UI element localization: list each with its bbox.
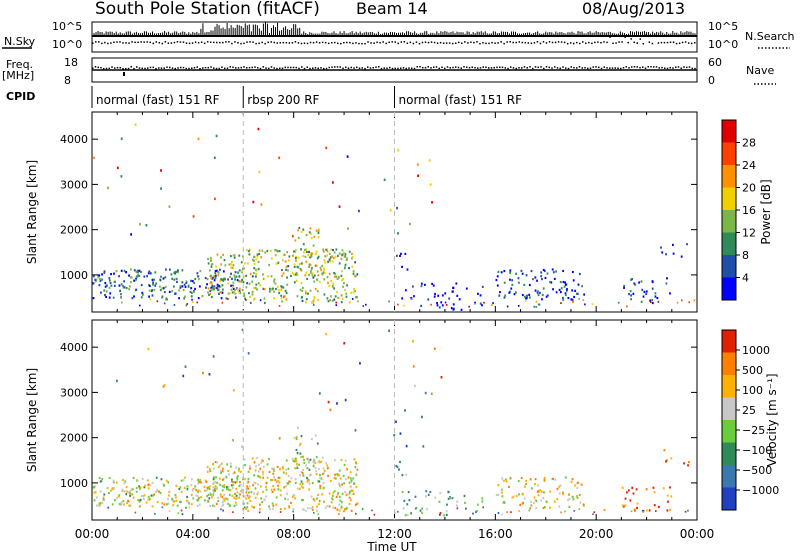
colorbar-tick-label: 20 bbox=[742, 182, 756, 195]
freq-panel bbox=[91, 57, 698, 83]
velocity-scatter bbox=[92, 328, 690, 517]
colorbar-swatch bbox=[722, 255, 736, 278]
xlabel: Time UT bbox=[366, 540, 417, 554]
colorbar-swatch bbox=[722, 277, 736, 301]
colorbar-swatch bbox=[722, 330, 736, 353]
colorbar-swatch bbox=[722, 165, 736, 188]
cpid-segment-label: normal (fast) 151 RF bbox=[96, 93, 220, 107]
colorbar-swatch bbox=[722, 397, 736, 421]
colorbar-swatch bbox=[722, 487, 736, 511]
colorbar-tick-label: 4 bbox=[742, 272, 749, 285]
colorbar-swatch bbox=[722, 210, 736, 233]
velocity-ylabel: Slant Range [km] bbox=[25, 368, 39, 472]
colorbar-tick-label: 500 bbox=[742, 364, 763, 377]
station-title: South Pole Station (fitACF) bbox=[95, 0, 320, 19]
nave-tick-top: 60 bbox=[708, 56, 722, 69]
nsearch-label: N.Search bbox=[745, 30, 795, 43]
colorbar-tick-label: 16 bbox=[742, 204, 756, 217]
power-colorbar: 28 24 20 16 12 8 4 bbox=[721, 119, 756, 301]
colorbar-tick-label: −1000 bbox=[742, 484, 779, 497]
freq-tick-top: 18 bbox=[64, 56, 78, 69]
freq-unit: [MHz] bbox=[2, 69, 34, 82]
velocity-colorbar: 1000 500 100 25 −25 −100 −500 −1000 bbox=[721, 329, 779, 511]
y-tick-label: 3000 bbox=[60, 386, 88, 399]
y-tick-label: 1000 bbox=[60, 477, 88, 490]
power-ylabel: Slant Range [km] bbox=[25, 160, 39, 264]
freq-label: Freq. bbox=[6, 58, 33, 71]
colorbar-tick-label: 100 bbox=[742, 384, 763, 397]
colorbar-swatch bbox=[722, 375, 736, 398]
x-tick-label: 04:00 bbox=[176, 527, 211, 541]
x-tick-label: 00:00 bbox=[680, 527, 715, 541]
cpid-segment-label: normal (fast) 151 RF bbox=[399, 93, 523, 107]
colorbar-swatch bbox=[722, 465, 736, 488]
vel-cbar-label: Velocity [m s⁻¹] bbox=[765, 373, 779, 466]
y-tick-label: 2000 bbox=[60, 224, 88, 237]
nave-label: Nave bbox=[746, 64, 774, 77]
x-tick-label: 08:00 bbox=[276, 527, 311, 541]
nsky-tick-top: 10^5 bbox=[52, 20, 82, 33]
colorbar-tick-label: −500 bbox=[742, 464, 772, 477]
colorbar-tick-label: −25 bbox=[742, 424, 765, 437]
power-x-ticks bbox=[91, 112, 698, 312]
colorbar-tick-label: 12 bbox=[742, 227, 756, 240]
colorbar-tick-label: 25 bbox=[742, 404, 756, 417]
nsky-tick-bottom: 10^0 bbox=[52, 38, 82, 51]
nsky-panel bbox=[91, 21, 698, 53]
nsearch-tick-top: 10^5 bbox=[708, 20, 738, 33]
x-tick-label: 20:00 bbox=[579, 527, 614, 541]
y-tick-label: 1000 bbox=[60, 269, 88, 282]
cpid-segment-label: rbsp 200 RF bbox=[247, 93, 319, 107]
velocity-y-axis: 1000 2000 3000 4000 bbox=[60, 341, 697, 490]
power-y-axis: 1000 2000 3000 4000 bbox=[60, 133, 697, 282]
colorbar-swatch bbox=[722, 442, 736, 466]
colorbar-swatch bbox=[722, 120, 736, 143]
power-cbar-label: Power [dB] bbox=[759, 179, 773, 244]
power-scatter bbox=[92, 123, 696, 311]
colorbar-tick-label: 28 bbox=[742, 137, 756, 150]
colorbar-tick-label: 8 bbox=[742, 249, 749, 262]
nsearch-tick-bottom: 10^0 bbox=[708, 38, 738, 51]
colorbar-swatch bbox=[722, 142, 736, 166]
nsky-label: N.Sky bbox=[4, 35, 36, 48]
y-tick-label: 4000 bbox=[60, 133, 88, 146]
y-tick-label: 3000 bbox=[60, 178, 88, 191]
velocity-x-ticks bbox=[91, 320, 698, 520]
beam-title: Beam 14 bbox=[356, 0, 428, 18]
x-tick-label: 16:00 bbox=[478, 527, 513, 541]
colorbar-tick-label: 1000 bbox=[742, 344, 770, 357]
date-title: 08/Aug/2013 bbox=[582, 0, 685, 18]
x-tick-label: 12:00 bbox=[377, 527, 412, 541]
colorbar-swatch bbox=[722, 420, 736, 443]
time-axis-labels: 00:00 04:00 08:00 12:00 16:00 20:00 00:00 bbox=[75, 527, 715, 541]
cpid-label: CPID bbox=[6, 90, 35, 103]
y-tick-label: 2000 bbox=[60, 432, 88, 445]
y-tick-label: 4000 bbox=[60, 341, 88, 354]
colorbar-swatch bbox=[722, 232, 736, 256]
colorbar-tick-label: −100 bbox=[742, 444, 772, 457]
colorbar-swatch bbox=[722, 352, 736, 376]
nave-tick-bottom: 0 bbox=[708, 74, 715, 87]
colorbar-tick-label: 24 bbox=[742, 159, 756, 172]
freq-tick-bottom: 8 bbox=[64, 74, 71, 87]
x-tick-label: 00:00 bbox=[75, 527, 110, 541]
colorbar-swatch bbox=[722, 187, 736, 211]
cpid-segments: normal (fast) 151 RF rbsp 200 RF normal (f… bbox=[96, 86, 522, 108]
